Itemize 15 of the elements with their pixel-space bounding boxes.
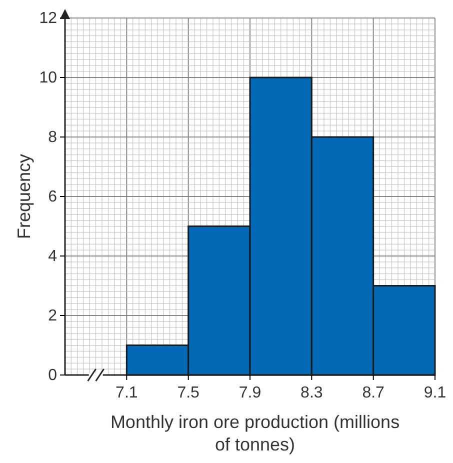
x-tick-label: 7.5 (177, 384, 200, 402)
y-tick-label: 6 (48, 188, 58, 206)
y-tick-label: 10 (39, 70, 58, 87)
y-tick-label: 8 (48, 129, 58, 146)
x-tick-label: 8.3 (300, 384, 323, 402)
x-tick-label: 7.1 (116, 384, 138, 402)
x-axis-title: Monthly iron ore production (millions of tonnes) (110, 412, 400, 454)
x-tick-label: 7.9 (238, 384, 262, 402)
y-tick-label: 4 (48, 248, 58, 266)
y-axis-title: Frequency (14, 154, 34, 240)
x-tick-label: 8.7 (362, 384, 385, 402)
y-tick-label: 2 (48, 308, 58, 325)
y-tick-label: 0 (48, 367, 58, 384)
x-tick-label: 9.1 (424, 384, 446, 402)
y-tick-label: 12 (39, 10, 58, 28)
